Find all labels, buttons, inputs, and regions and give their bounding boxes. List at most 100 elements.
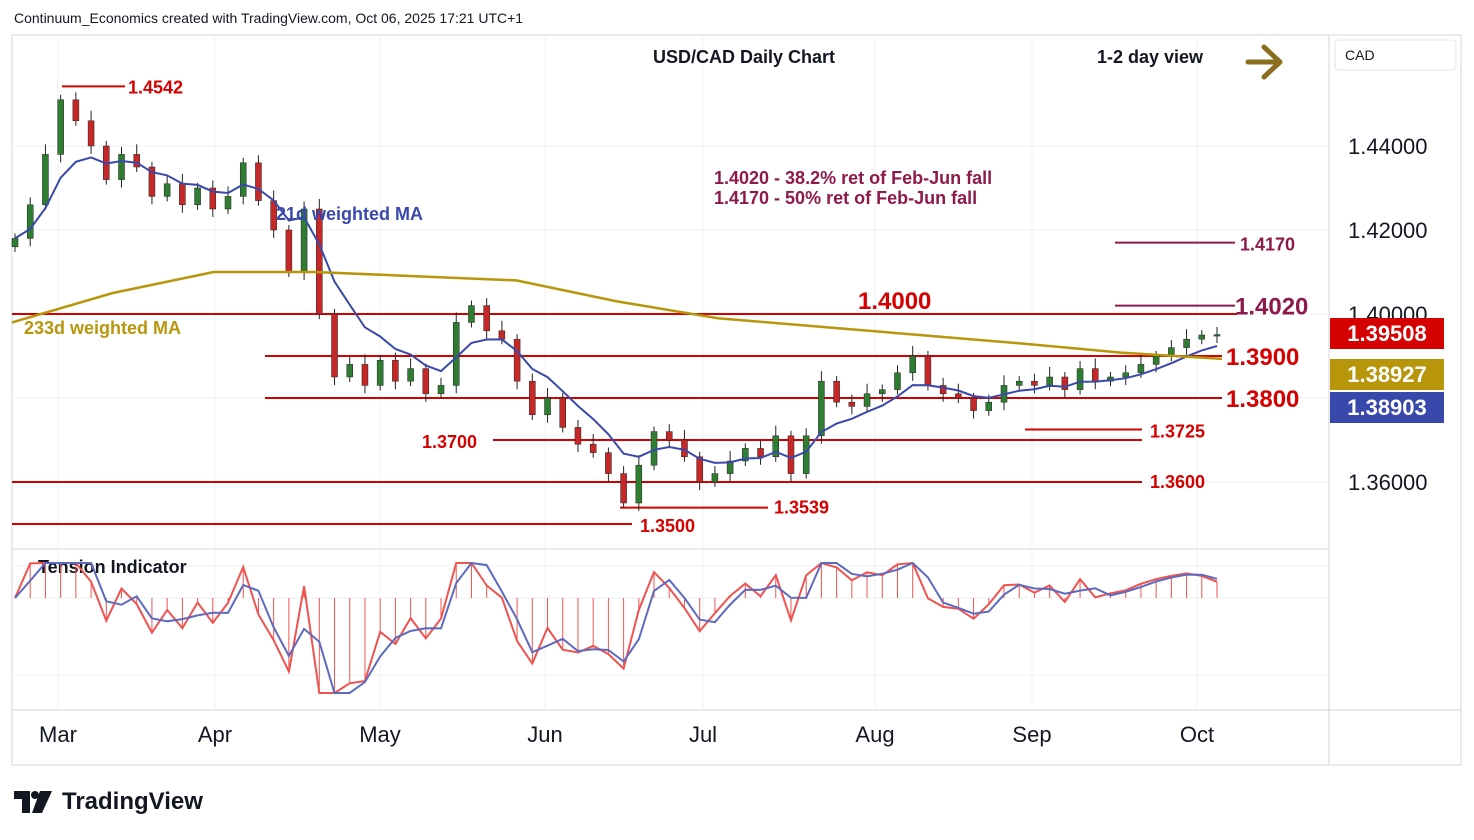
ma21-label: 21d weighted MA (276, 204, 423, 224)
level-label-1.4170: 1.4170 (1240, 235, 1295, 255)
candle-body (209, 187, 217, 210)
chart-frame (11, 34, 1462, 766)
candle-body (833, 380, 840, 403)
tradingview-logo-icon (14, 791, 52, 813)
candle-body (544, 397, 551, 416)
candle-body (331, 313, 338, 378)
candle-body (194, 187, 201, 206)
ma233-label: 233d weighted MA (24, 318, 181, 338)
candle-body (742, 448, 749, 462)
candle-body (1076, 368, 1084, 390)
candle-body (1061, 376, 1069, 390)
level-label-1.4020: 1.4020 (1235, 294, 1308, 321)
candle-body (316, 208, 323, 315)
fib-annotation-1: 1.4020 - 38.2% ret of Feb-Jun fall (714, 168, 992, 188)
candle-body (1213, 334, 1221, 337)
candle-body (863, 393, 871, 407)
ma21-line (14, 156, 1218, 464)
candle-body (620, 473, 627, 504)
candle-body (392, 359, 399, 382)
x-tick-label-jul: Jul (689, 722, 717, 747)
candle-body (1137, 364, 1145, 374)
candle-body (437, 385, 445, 395)
ma233-line (11, 270, 1223, 361)
candle-body (87, 120, 95, 147)
level-label-1.3900: 1.3900 (1226, 344, 1299, 371)
candle-body (1015, 380, 1023, 386)
x-tick-label-sep: Sep (1012, 722, 1051, 747)
x-tick-label-mar: Mar (39, 722, 77, 747)
candle-body (1122, 372, 1129, 378)
x-tick-label-oct: Oct (1180, 722, 1214, 747)
y-tick-label: 1.36000 (1348, 470, 1428, 495)
candle-body (11, 238, 19, 248)
level-label-1.3600: 1.3600 (1150, 472, 1205, 492)
x-tick-label-jun: Jun (527, 722, 562, 747)
candle-body (118, 154, 125, 180)
candle-body (970, 397, 977, 411)
candle-body (1152, 355, 1160, 365)
candle-body (407, 368, 414, 382)
candle-body (879, 389, 886, 395)
candle-body (924, 355, 932, 386)
candle-body (42, 154, 49, 206)
y-tick-label: 1.44000 (1348, 134, 1428, 159)
right-arrow-icon (1245, 44, 1283, 80)
candle-body (939, 385, 947, 395)
price-badge-value-2: 1.38903 (1347, 395, 1427, 420)
candle-body (909, 355, 916, 374)
price-badge-0 (1330, 318, 1444, 349)
price-badge-1 (1330, 359, 1444, 390)
candle-body (985, 401, 993, 411)
level-label-1.3700: 1.3700 (422, 432, 477, 452)
price-badge-value-1: 1.38927 (1347, 362, 1427, 387)
level-label-1.3500: 1.3500 (640, 516, 695, 536)
candle-body (726, 460, 734, 474)
level-label-1.4542: 1.4542 (128, 77, 183, 97)
candle-body (818, 380, 825, 437)
x-tick-label-apr: Apr (198, 722, 232, 747)
tradingview-logo[interactable]: TradingView (14, 788, 203, 816)
currency-box[interactable] (1334, 39, 1457, 71)
candle-body (802, 435, 810, 474)
candle-body (711, 473, 719, 483)
candle-body (1031, 380, 1038, 386)
candle-body (1046, 376, 1053, 386)
level-label-1.3800: 1.3800 (1226, 386, 1299, 413)
candle-body (848, 401, 856, 407)
candle-body (787, 435, 795, 474)
fib-annotation-2: 1.4170 - 50% ret of Feb-Jun fall (714, 188, 977, 208)
candle-body (72, 99, 80, 122)
level-label-1.4000: 1.4000 (858, 288, 931, 315)
currency-label: CAD (1345, 47, 1375, 63)
x-tick-label-may: May (359, 722, 401, 747)
candle-body (361, 364, 369, 386)
price-badge-value-0: 1.39508 (1347, 321, 1427, 346)
indicator-smooth-line (14, 561, 1218, 694)
candle-body (239, 162, 247, 197)
chart-title: USD/CAD Daily Chart (653, 47, 835, 67)
tradingview-brand: TradingView (62, 788, 203, 815)
candle-body (605, 452, 612, 474)
x-tick-label-aug: Aug (855, 722, 894, 747)
candle-body (452, 322, 460, 386)
candle-body (498, 330, 506, 340)
candle-body (696, 456, 703, 483)
candle-body (422, 368, 430, 395)
candle-body (666, 431, 673, 441)
candle-body (513, 338, 521, 382)
candle-body (589, 443, 597, 453)
candle-body (133, 154, 140, 168)
candle-body (635, 464, 643, 504)
candle-body (559, 397, 566, 428)
candle-body (529, 380, 536, 416)
candle-body (574, 427, 582, 445)
candle-body (1183, 338, 1190, 348)
candle-body (757, 448, 764, 458)
candle-body (179, 183, 186, 206)
candle-body (255, 162, 262, 201)
price-badge-2 (1330, 392, 1444, 423)
candle-body (772, 435, 780, 458)
candle-body (894, 372, 901, 390)
